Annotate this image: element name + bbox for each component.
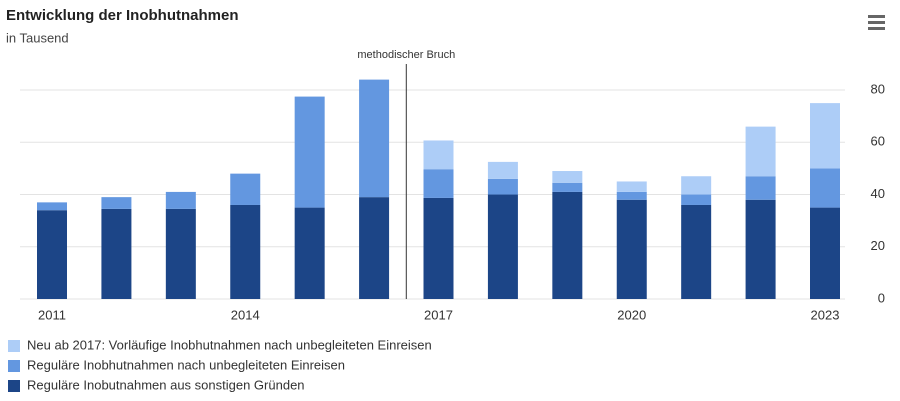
- bar-segment: [681, 204, 712, 299]
- bar-segment: [616, 199, 647, 299]
- bar-segment: [101, 208, 132, 299]
- legend-swatch: [8, 360, 20, 372]
- x-tick-label: 2011: [38, 307, 66, 322]
- bar-segment: [745, 199, 776, 299]
- bar-segment: [294, 207, 325, 299]
- menu-bar: [868, 15, 885, 18]
- bar-segment: [616, 181, 647, 192]
- bar-segment: [230, 204, 261, 299]
- bar-segment: [681, 176, 712, 195]
- bar-segment: [745, 126, 776, 177]
- bar-segment: [359, 79, 390, 198]
- y-tick-label: 0: [878, 290, 885, 305]
- bar-segment: [552, 171, 583, 183]
- legend-label: Reguläre Inobutnahmen aus sonstigen Grün…: [27, 377, 305, 392]
- bar-segment: [745, 176, 776, 200]
- bar-segment: [37, 210, 67, 299]
- bar-segment: [810, 207, 840, 299]
- x-tick-label: 2017: [424, 307, 453, 322]
- legend-label: Reguläre Inobhutnahmen nach unbegleitete…: [27, 357, 345, 372]
- bar-segment: [423, 140, 454, 170]
- bar-segment: [487, 194, 518, 299]
- bar-segment: [165, 191, 196, 209]
- x-tick-label: 2023: [811, 307, 840, 322]
- bar-segment: [423, 169, 454, 198]
- bar-segment: [165, 208, 196, 299]
- legend-swatch: [8, 380, 20, 392]
- bar-segment: [423, 197, 454, 299]
- bar-segment: [294, 96, 325, 208]
- menu-bar: [868, 21, 885, 24]
- menu-bar: [868, 27, 885, 30]
- y-tick-label: 80: [871, 81, 885, 96]
- chart-subtitle: in Tausend: [6, 30, 69, 45]
- legend-label: Neu ab 2017: Vorläufige Inobhutnahmen na…: [27, 337, 432, 352]
- y-tick-label: 60: [871, 134, 885, 149]
- bar-segment: [616, 191, 647, 200]
- bar-segment: [810, 168, 840, 208]
- bar-segment: [230, 173, 261, 205]
- bar-segment: [552, 191, 583, 299]
- x-tick-label: 2020: [617, 307, 646, 322]
- menu-button[interactable]: [866, 13, 886, 33]
- bar-segment: [681, 194, 712, 205]
- y-tick-label: 20: [871, 238, 885, 253]
- bar-segment: [37, 202, 67, 211]
- x-tick-label: 2014: [231, 307, 260, 322]
- legend-swatch: [8, 340, 20, 352]
- bar-segment: [487, 178, 518, 195]
- bar-segment: [487, 161, 518, 179]
- y-tick-label: 40: [871, 186, 885, 201]
- bar-segment: [359, 197, 390, 299]
- annotation: methodischer Bruch: [357, 49, 455, 61]
- bar-segment: [810, 103, 840, 169]
- chart-title: Entwicklung der Inobhutnahmen: [6, 7, 239, 24]
- bar-segment: [552, 182, 583, 192]
- bar-segment: [101, 197, 132, 209]
